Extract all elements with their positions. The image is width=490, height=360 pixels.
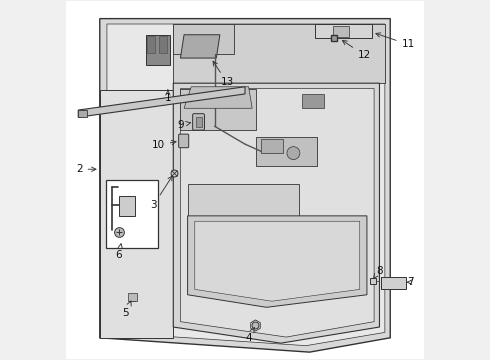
Polygon shape: [184, 87, 252, 108]
Polygon shape: [302, 94, 324, 108]
Polygon shape: [188, 184, 299, 216]
Polygon shape: [107, 24, 385, 346]
Text: 7: 7: [407, 277, 413, 287]
Polygon shape: [159, 36, 167, 53]
Text: 2: 2: [76, 164, 96, 174]
Text: 9: 9: [178, 120, 191, 130]
Text: 13: 13: [213, 61, 234, 87]
Polygon shape: [180, 89, 256, 130]
Bar: [106, 180, 158, 248]
Polygon shape: [195, 221, 360, 301]
Polygon shape: [100, 90, 173, 338]
Polygon shape: [180, 89, 374, 337]
Bar: [119, 196, 135, 216]
Bar: [196, 117, 201, 127]
Text: 3: 3: [150, 176, 172, 210]
Polygon shape: [381, 277, 406, 289]
Text: 8: 8: [373, 266, 383, 279]
Text: 5: 5: [122, 301, 131, 318]
Polygon shape: [173, 24, 234, 54]
Text: 6: 6: [116, 244, 122, 260]
Polygon shape: [180, 35, 220, 58]
Circle shape: [287, 147, 300, 159]
Text: 12: 12: [343, 40, 371, 60]
Text: 10: 10: [151, 140, 176, 150]
Polygon shape: [173, 24, 385, 83]
FancyBboxPatch shape: [193, 114, 204, 130]
Bar: [333, 26, 349, 37]
Polygon shape: [256, 137, 317, 166]
Bar: [261, 139, 283, 153]
Polygon shape: [173, 83, 379, 343]
FancyBboxPatch shape: [179, 134, 189, 148]
Polygon shape: [147, 35, 170, 65]
Polygon shape: [78, 110, 87, 117]
Bar: [128, 293, 137, 301]
Polygon shape: [147, 36, 155, 53]
Polygon shape: [78, 87, 245, 117]
Polygon shape: [315, 24, 372, 39]
Text: 11: 11: [376, 33, 415, 49]
Polygon shape: [100, 19, 390, 352]
Polygon shape: [188, 216, 367, 307]
Text: 4: 4: [245, 328, 254, 343]
Text: 1: 1: [165, 90, 171, 103]
